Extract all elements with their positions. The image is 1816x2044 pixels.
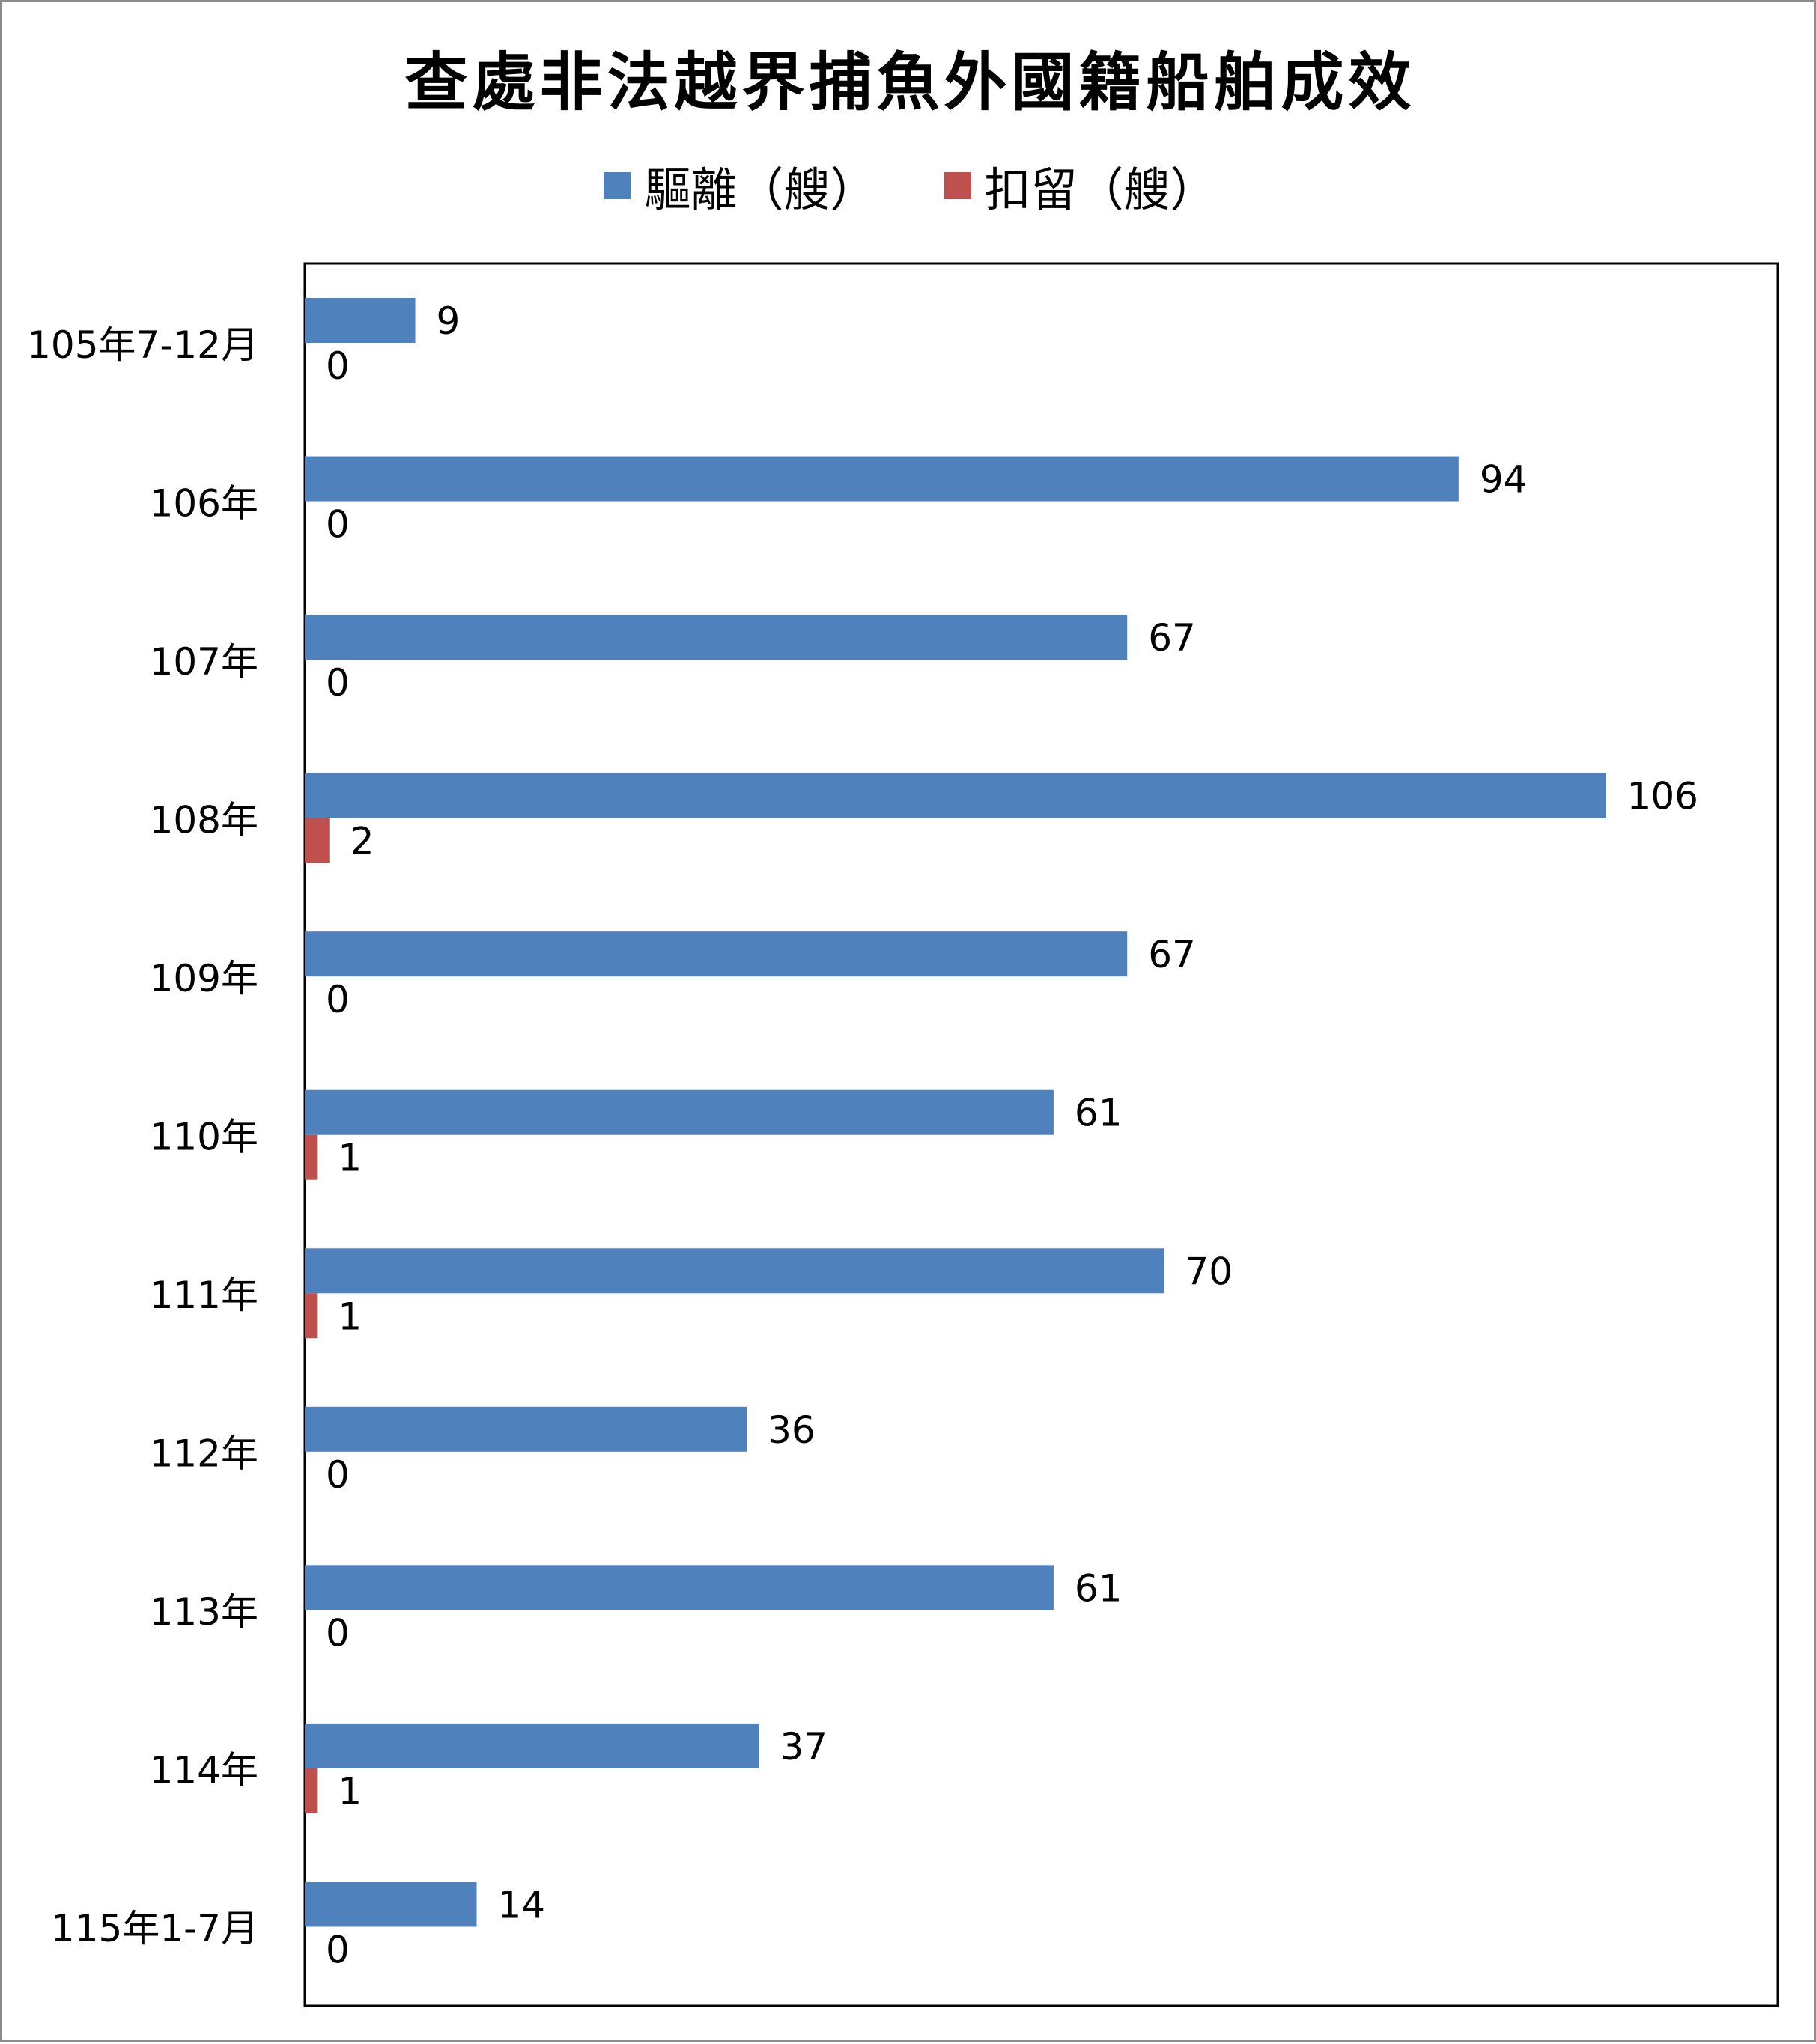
- category-label: 106年: [150, 481, 258, 525]
- legend-label-expelled: 驅離（艘）: [644, 162, 877, 217]
- bar-expelled: [305, 931, 1128, 977]
- data-label-expelled: 37: [780, 1725, 827, 1768]
- category-label: 114年: [150, 1749, 258, 1792]
- data-label-detained: 0: [326, 1611, 350, 1655]
- bar-expelled: [305, 1406, 747, 1452]
- bar-expelled: [305, 1565, 1054, 1610]
- bar-detained: [305, 1134, 318, 1180]
- data-label-detained: 1: [338, 1295, 362, 1338]
- data-label-expelled: 70: [1185, 1250, 1233, 1293]
- data-label-detained: 0: [326, 978, 350, 1021]
- legend-item-expelled: 驅離（艘）: [604, 152, 877, 219]
- bar-detained: [305, 1293, 318, 1339]
- bar-expelled: [305, 773, 1606, 818]
- data-label-detained: 0: [326, 503, 350, 547]
- category-label: 108年: [150, 798, 258, 842]
- data-label-expelled: 14: [497, 1883, 545, 1926]
- data-label-expelled: 61: [1075, 1092, 1123, 1135]
- bar-expelled: [305, 1089, 1054, 1135]
- data-label-detained: 0: [326, 1453, 350, 1497]
- chart-legend: 驅離（艘） 扣留（艘）: [2, 152, 1816, 219]
- bar-expelled: [305, 1248, 1164, 1294]
- category-label: 113年: [150, 1590, 258, 1634]
- data-label-detained: 1: [338, 1137, 362, 1180]
- data-label-expelled: 67: [1148, 933, 1196, 976]
- legend-label-detained: 扣留（艘）: [984, 162, 1217, 217]
- bar-detained: [305, 818, 330, 863]
- data-label-expelled: 106: [1627, 775, 1698, 818]
- category-label: 112年: [150, 1432, 258, 1476]
- category-label: 115年1-7月: [51, 1907, 258, 1950]
- data-label-detained: 1: [338, 1770, 362, 1813]
- category-label: 105年7-12月: [27, 323, 258, 367]
- data-label-expelled: 94: [1480, 458, 1528, 502]
- legend-swatch-detained: [944, 172, 971, 199]
- category-label: 109年: [150, 957, 258, 1000]
- category-label: 111年: [150, 1274, 258, 1317]
- bar-expelled: [305, 615, 1128, 660]
- data-label-detained: 2: [350, 820, 374, 863]
- legend-swatch-expelled: [604, 172, 631, 199]
- data-label-expelled: 61: [1075, 1566, 1123, 1610]
- bar-expelled: [305, 298, 416, 343]
- data-label-detained: 0: [326, 344, 350, 388]
- bar-expelled: [305, 456, 1459, 502]
- data-label-expelled: 9: [437, 299, 461, 343]
- data-label-detained: 0: [326, 661, 350, 705]
- bar-expelled: [305, 1723, 759, 1768]
- category-label: 107年: [150, 640, 258, 684]
- bar-expelled: [305, 1882, 477, 1927]
- data-label-detained: 0: [326, 1928, 350, 1971]
- chart-title: 查處非法越界捕魚外國籍船舶成效: [404, 45, 1416, 119]
- data-label-expelled: 67: [1148, 616, 1196, 660]
- legend-item-detained: 扣留（艘）: [944, 152, 1217, 219]
- bar-detained: [305, 1768, 318, 1813]
- category-label: 110年: [150, 1116, 258, 1159]
- data-label-expelled: 36: [768, 1408, 816, 1452]
